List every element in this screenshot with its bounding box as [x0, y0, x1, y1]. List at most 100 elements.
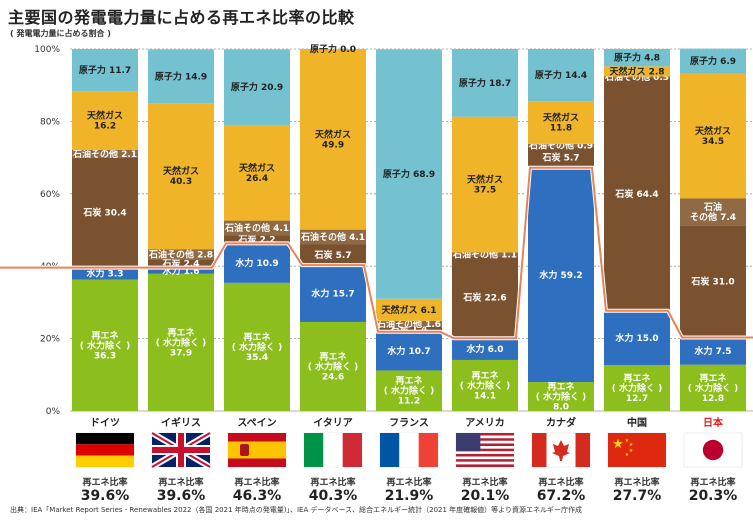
- renewable-ratio-label: 再エネ比率: [82, 476, 127, 488]
- bar-segment: [452, 49, 518, 117]
- bar-segment: [148, 259, 214, 269]
- bar-segment: [604, 49, 670, 67]
- bar-segment: [224, 235, 290, 244]
- bar-segment: [376, 298, 442, 321]
- flag-emblem: [240, 444, 249, 456]
- sun-disc: [702, 439, 724, 461]
- segment-label: 再エネ: [547, 382, 574, 393]
- segment-label: 水力 59.2: [539, 269, 582, 281]
- segment-label: 37.5: [474, 186, 496, 196]
- segment-label: ( 水力除く ): [612, 382, 663, 394]
- star-icon: ★: [625, 438, 630, 444]
- flag-bg: [683, 432, 743, 468]
- y-tick-label: 0%: [46, 407, 61, 417]
- segment-label: ( 水力除く ): [232, 341, 283, 353]
- segment-label: 再エネ: [699, 373, 726, 384]
- renewable-ratio-line: [0, 166, 753, 340]
- bar-segment: [680, 48, 746, 74]
- segment-label: ( 水力除く ): [688, 382, 739, 394]
- maple-leaf-icon: [552, 440, 570, 461]
- bar-segment: [528, 143, 594, 148]
- flag-stripe: [456, 456, 514, 460]
- bar-segment: [680, 337, 746, 365]
- renewable-ratio-value: 40.3%: [309, 488, 358, 504]
- bar-segment: [300, 321, 366, 411]
- flag-stripe: [532, 433, 547, 467]
- renewable-ratio-label: 再エネ比率: [158, 476, 203, 488]
- renewable-ratio-value: 46.3%: [233, 488, 282, 504]
- flag-stripe: [380, 433, 400, 467]
- y-tick-label: 80%: [40, 117, 60, 127]
- bar-segment: [528, 147, 594, 168]
- segment-label: 再エネ: [471, 370, 498, 381]
- segment-label: 原子力 68.9: [383, 168, 435, 180]
- segment-label: 原子力 14.9: [155, 70, 207, 82]
- star-icon: ★: [629, 442, 634, 448]
- bar-segment: [452, 256, 518, 339]
- bar-segment: [528, 101, 594, 144]
- segment-label: 石炭 22.6: [462, 291, 506, 303]
- bar-segment: [72, 157, 138, 268]
- bar-segment: [72, 49, 138, 92]
- renewable-ratio-value: 27.7%: [613, 488, 662, 504]
- bar-segment: [680, 198, 746, 226]
- renewable-ratio-label: 再エネ比率: [462, 476, 507, 488]
- category-label: アメリカ: [465, 417, 505, 429]
- bar-segment: [224, 282, 290, 411]
- flag-stripe: [456, 453, 514, 457]
- segment-label: 天然ガス 2.8: [609, 65, 664, 77]
- bar-3: 再エネ( 水力除く )24.6 水力 15.7 石炭 5.7 石油その他 4.1 天然ガ…: [300, 43, 366, 411]
- bar-segment: [680, 364, 746, 411]
- bar-segment: [376, 370, 442, 411]
- bar-segment: [376, 49, 442, 299]
- segment-label: 11.2: [398, 397, 420, 407]
- spain-flag: [227, 432, 287, 468]
- segment-label: 原子力 6.9: [690, 55, 736, 67]
- flag-cross: [178, 433, 184, 467]
- renewable-ratio-label: 再エネ比率: [310, 476, 355, 488]
- flag-stripe: [76, 433, 134, 445]
- bar-segment: [604, 66, 670, 77]
- page-title: 主要国の発電電力量に占める再エネ比率の比較: [8, 8, 355, 27]
- flag-stripe: [323, 433, 343, 467]
- star-icon: ★: [625, 452, 630, 458]
- segment-label: 水力 15.7: [311, 288, 354, 300]
- bar-segment: [300, 244, 366, 266]
- segment-label: 天然ガス: [467, 174, 503, 186]
- bar-segment: [528, 382, 594, 411]
- segment-label: 12.7: [626, 394, 648, 404]
- segment-label: ( 水力除く ): [80, 339, 131, 351]
- segment-label: 水力 6.0: [466, 343, 503, 355]
- segment-label: 石炭 5.7: [541, 151, 579, 163]
- segment-label: ( 水力除く ): [536, 391, 587, 403]
- flag-stripe: [228, 441, 286, 459]
- segment-label: 再エネ: [91, 330, 118, 341]
- chart-subtitle: ( 発電電力量に占める割合 ): [10, 29, 111, 38]
- flag-stripe: [456, 461, 514, 465]
- segment-label: 石炭 5.7: [313, 249, 351, 261]
- segment-label: 水力 7.5: [694, 345, 731, 357]
- flag-stripe: [456, 438, 514, 441]
- bar-segment: [604, 365, 670, 411]
- star-icon: ★: [629, 448, 634, 454]
- segment-label: ( 水力除く ): [156, 336, 207, 348]
- segment-label: ( 水力除く ): [308, 360, 359, 372]
- renewable-ratio-value: 67.2%: [537, 488, 586, 504]
- segment-label: 石炭 31.0: [690, 275, 734, 287]
- segment-label: 34.5: [702, 137, 724, 147]
- flag-stripe: [456, 459, 514, 462]
- bar-segment: [224, 125, 290, 221]
- italy-flag: [303, 432, 363, 468]
- bar-segment: [148, 273, 214, 411]
- segment-label: 天然ガス: [315, 128, 351, 140]
- flag-stripe: [342, 433, 362, 467]
- segment-label: 石油その他 2.8: [148, 248, 213, 260]
- bar-segment: [224, 220, 290, 236]
- segment-label: 原子力 4.8: [614, 52, 660, 64]
- segment-label: 水力 10.9: [235, 257, 278, 269]
- segment-label: 石油その他 4.1: [300, 231, 365, 243]
- category-label: ドイツ: [90, 417, 120, 429]
- segment-label: 37.9: [170, 348, 192, 358]
